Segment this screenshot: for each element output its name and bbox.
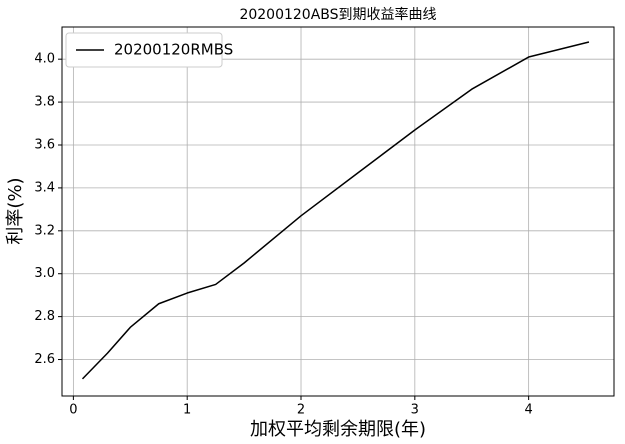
- x-tick-label: 4: [524, 403, 532, 418]
- x-tick-label: 2: [297, 403, 305, 418]
- x-axis-label: 加权平均剩余期限(年): [250, 419, 426, 440]
- y-tick-label: 4.0: [34, 52, 55, 67]
- x-tick-label: 1: [183, 403, 191, 418]
- y-tick-label: 3.2: [34, 223, 55, 238]
- chart-title: 20200120ABS到期收益率曲线: [239, 6, 436, 23]
- y-tick-label: 2.8: [34, 309, 55, 324]
- legend-box: [65, 32, 223, 68]
- y-tick-label: 3.6: [34, 137, 55, 152]
- plot-frame: [61, 26, 615, 397]
- x-tick-label: 3: [411, 403, 419, 418]
- legend: 20200120RMBS: [65, 32, 233, 68]
- line-series: [81, 41, 590, 380]
- y-tick-label: 3.4: [34, 180, 55, 195]
- y-tick-label: 3.0: [34, 266, 55, 281]
- y-tick-label: 2.6: [34, 352, 55, 367]
- x-tick-label: 0: [69, 403, 77, 418]
- legend-label: 20200120RMBS: [114, 41, 233, 59]
- y-axis-label: 利率(%): [5, 177, 26, 244]
- y-tick-label: 3.8: [34, 95, 55, 110]
